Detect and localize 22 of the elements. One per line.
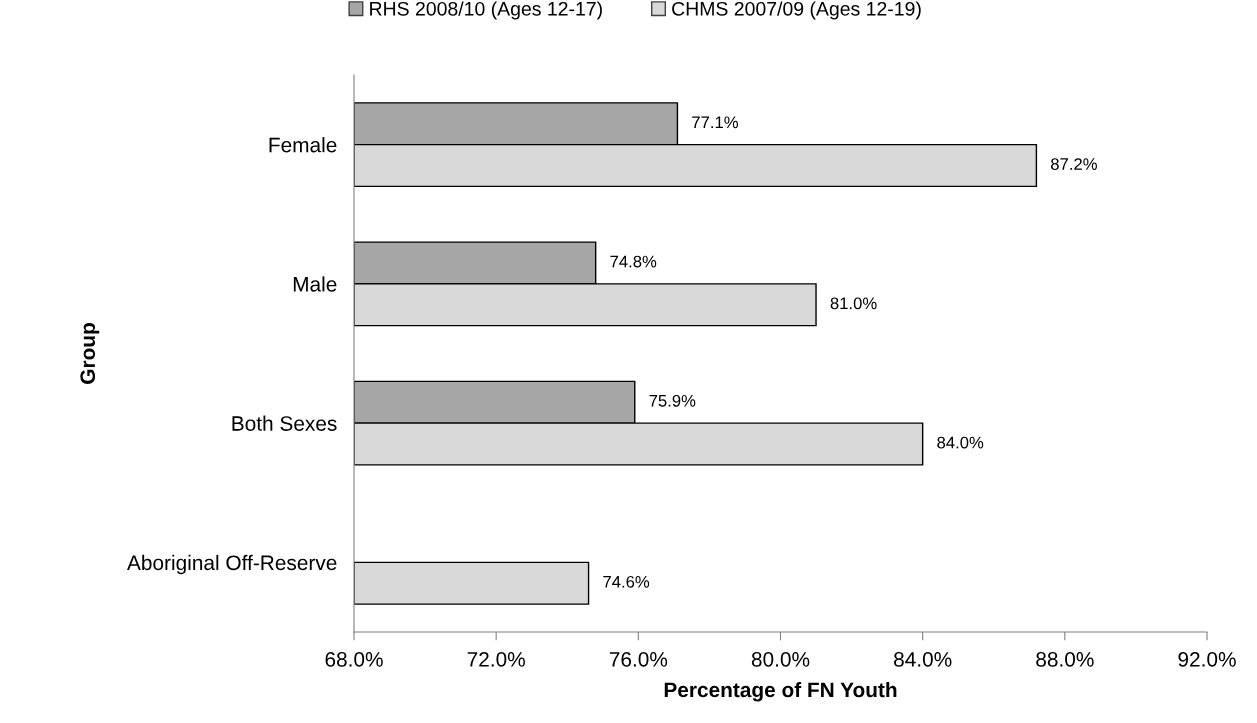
x-axis-title: Percentage of FN Youth <box>664 681 897 702</box>
x-tick-label: 76.0% <box>609 651 668 667</box>
data-label: 87.2% <box>1051 158 1097 170</box>
data-label: 74.6% <box>603 575 650 588</box>
y-tick-label: Female <box>269 137 337 153</box>
data-label: 74.8% <box>610 255 657 268</box>
data-label: 75.9% <box>649 394 696 407</box>
x-tick-label: 92.0% <box>1178 651 1236 667</box>
y-tick-label: Both Sexes <box>232 415 337 431</box>
x-tick-label: 88.0% <box>1036 651 1094 667</box>
legend-label: RHS 2008/10 (Ages 12-17) <box>370 1 602 20</box>
x-tick-label: 80.0% <box>751 651 810 667</box>
data-label: 84.0% <box>937 436 984 449</box>
legend-label: CHMS 2007/09 (Ages 12-19) <box>672 1 921 20</box>
data-label: 77.1% <box>692 116 738 129</box>
y-tick-label: Male <box>293 276 337 292</box>
x-tick-label: 84.0% <box>894 651 952 667</box>
y-tick-label: Aboriginal Off-Reserve <box>127 554 337 575</box>
x-tick-label: 72.0% <box>467 651 525 667</box>
x-tick-label: 68.0% <box>325 651 383 667</box>
data-label: 81.0% <box>830 297 877 310</box>
y-axis-title: Group <box>80 323 100 384</box>
